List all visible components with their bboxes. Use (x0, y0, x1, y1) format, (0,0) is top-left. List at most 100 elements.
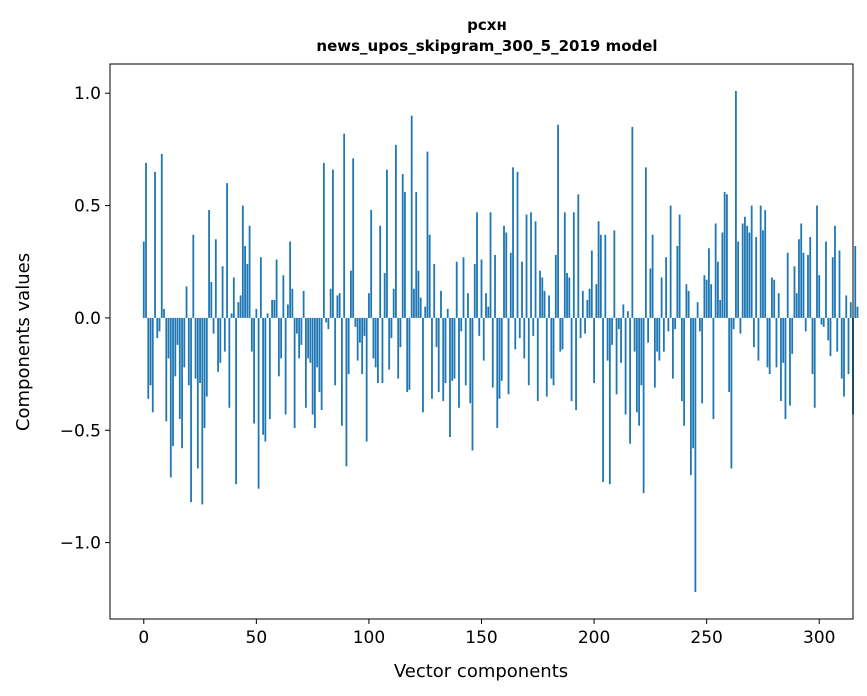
bar-157 (496, 317, 499, 429)
bar-10 (165, 317, 168, 422)
bar-195 (581, 290, 584, 318)
bar-248 (701, 317, 704, 404)
bar-87 (338, 293, 341, 318)
chart-subtitle: news_upos_skipgram_300_5_2019 model (316, 37, 657, 55)
bar-38 (228, 317, 231, 408)
bar-150 (480, 259, 483, 318)
bar-21 (190, 317, 192, 503)
bar-244 (692, 317, 695, 449)
bar-73 (307, 317, 310, 359)
bar-57 (271, 299, 274, 318)
bar-48 (250, 317, 253, 352)
y-tick-label: 0.0 (74, 309, 101, 329)
bar-299 (816, 205, 818, 318)
bar-123 (419, 297, 422, 318)
bar-133 (442, 317, 445, 402)
bar-233 (667, 317, 670, 332)
bar-264 (737, 241, 740, 318)
bar-211 (617, 317, 620, 330)
bar-49 (253, 317, 255, 424)
bar-33 (217, 317, 219, 372)
bar-144 (467, 293, 469, 318)
bar-77 (316, 317, 319, 368)
bar-224 (647, 317, 650, 343)
bar-185 (559, 317, 562, 352)
bar-88 (341, 317, 343, 426)
bar-27 (203, 317, 206, 429)
bar-146 (471, 317, 474, 451)
bar-269 (748, 232, 751, 318)
bar-283 (780, 317, 782, 402)
bar-175 (536, 317, 539, 402)
bar-199 (590, 250, 593, 318)
bar-213 (622, 304, 625, 318)
bar-series (142, 90, 859, 593)
bar-121 (415, 192, 418, 318)
bar-62 (282, 275, 285, 318)
bar-60 (277, 317, 280, 377)
bar-201 (595, 284, 598, 318)
bar-39 (230, 313, 233, 318)
bar-53 (262, 317, 264, 435)
bar-249 (703, 275, 706, 318)
bar-18 (183, 317, 186, 368)
bar-307 (834, 225, 836, 318)
bar-227 (653, 317, 656, 388)
bar-202 (597, 221, 600, 318)
bar-147 (473, 263, 476, 318)
bar-115 (401, 174, 404, 318)
bar-242 (687, 290, 690, 318)
bar-200 (593, 317, 595, 384)
bar-258 (723, 192, 726, 318)
plot-frame (109, 63, 854, 620)
bar-116 (404, 192, 406, 318)
bar-220 (638, 317, 641, 426)
bar-221 (640, 317, 643, 386)
bar-316 (854, 246, 857, 318)
bar-103 (374, 317, 377, 368)
bar-106 (381, 317, 384, 384)
axis-ticks: 0 50 100 150 200 250 300 −1.0 −0.5 0.0 0.5 1.0 (60, 84, 836, 648)
bar-70 (300, 317, 303, 345)
bar-118 (408, 317, 411, 390)
bar-169 (523, 317, 526, 359)
bar-154 (489, 212, 492, 318)
bar-31 (212, 317, 215, 334)
x-axis-label: Vector components (394, 661, 568, 682)
bar-266 (741, 223, 744, 318)
bar-294 (804, 317, 807, 332)
bar-85 (334, 317, 337, 386)
bar-311 (843, 317, 845, 397)
bar-138 (453, 317, 456, 379)
bar-52 (259, 257, 262, 318)
bar-193 (577, 194, 580, 318)
bar-117 (406, 317, 409, 393)
bar-285 (784, 317, 787, 420)
bar-105 (379, 225, 382, 318)
bar-230 (660, 277, 663, 318)
bar-145 (469, 317, 472, 404)
bar-22 (192, 234, 195, 318)
bar-278 (768, 317, 771, 375)
x-tick-label: 100 (353, 628, 385, 648)
bar-159 (500, 317, 503, 381)
bar-25 (199, 317, 201, 384)
bar-136 (449, 317, 451, 437)
y-tick-label: 1.0 (74, 84, 101, 104)
bar-284 (782, 317, 785, 363)
bar-188 (566, 272, 568, 318)
bar-281 (775, 317, 778, 368)
bar-176 (539, 270, 541, 318)
bar-2 (147, 317, 150, 399)
bar-296 (809, 237, 812, 318)
bar-8 (160, 153, 163, 318)
bar-97 (361, 317, 364, 375)
bar-263 (735, 90, 737, 318)
bar-212 (620, 317, 622, 363)
bar-166 (516, 171, 519, 318)
bar-180 (548, 295, 550, 318)
bar-114 (399, 317, 402, 348)
bar-189 (568, 277, 571, 318)
x-tick-label: 0 (138, 628, 149, 648)
